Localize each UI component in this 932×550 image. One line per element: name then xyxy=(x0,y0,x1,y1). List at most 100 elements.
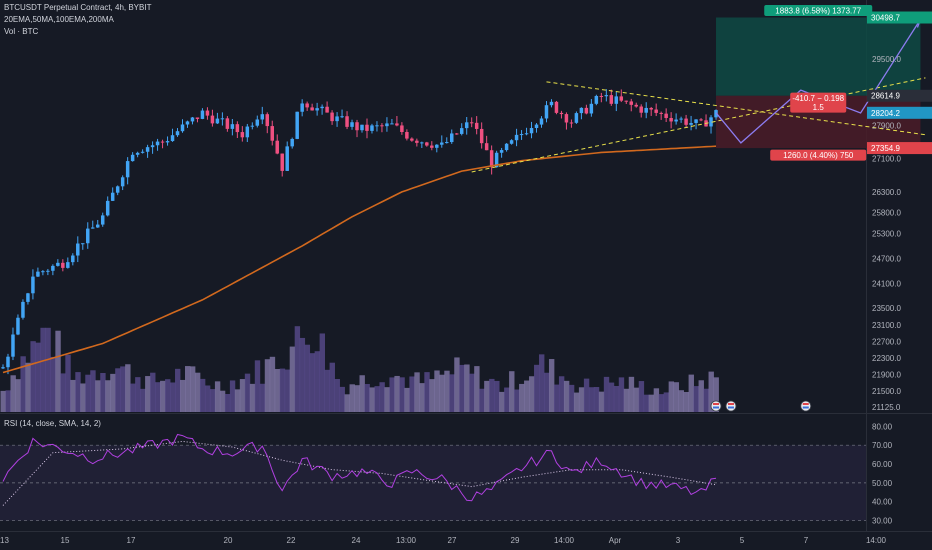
volume-bar xyxy=(209,389,216,412)
candle-body xyxy=(464,122,469,129)
candle xyxy=(639,104,643,118)
candle-body xyxy=(514,134,519,141)
candle xyxy=(539,116,544,128)
volume-bar xyxy=(683,391,689,412)
volume-bar xyxy=(10,375,16,412)
candle xyxy=(624,100,629,104)
volume-bar xyxy=(234,389,241,412)
volume-bar xyxy=(568,384,575,412)
candle xyxy=(310,103,314,111)
candle xyxy=(51,264,55,276)
candle-body xyxy=(689,122,693,125)
candle-body xyxy=(170,135,175,142)
volume-bar xyxy=(110,373,116,412)
time-tick-label: 27 xyxy=(448,536,457,545)
price-tick-label: 22300.0 xyxy=(872,354,901,363)
volume-bar xyxy=(524,380,530,412)
volume-bar xyxy=(578,387,585,412)
candle xyxy=(200,108,205,120)
candle xyxy=(619,89,624,103)
candle-body xyxy=(66,262,70,268)
candle-body xyxy=(86,228,90,244)
candle-body xyxy=(405,132,409,139)
candle-body xyxy=(459,128,464,134)
candle xyxy=(195,117,200,123)
candles[interactable] xyxy=(1,89,718,375)
volume-bar xyxy=(434,370,440,412)
candle xyxy=(664,108,668,122)
candle xyxy=(509,139,514,145)
volume-bar xyxy=(543,372,550,412)
volume-bar xyxy=(484,380,490,412)
volume-bar xyxy=(404,387,410,412)
candle-body xyxy=(649,107,653,110)
volume-bar xyxy=(444,370,450,412)
candle xyxy=(245,123,250,143)
candle-body xyxy=(21,301,25,318)
candle xyxy=(445,137,449,144)
candle xyxy=(16,314,20,336)
volume-bar xyxy=(180,379,186,412)
candle-body xyxy=(6,356,10,368)
projection-path xyxy=(715,19,921,144)
candle xyxy=(270,120,274,146)
candle-body xyxy=(160,141,165,143)
volume-bar xyxy=(314,351,321,412)
candle xyxy=(395,116,399,127)
candle-body xyxy=(694,119,698,123)
volume-bar xyxy=(5,390,11,412)
volume-bar xyxy=(15,379,21,412)
candle xyxy=(340,109,344,119)
candle xyxy=(240,126,245,142)
indicator-legend[interactable]: 20EMA,50MA,100EMA,200MA xyxy=(4,15,114,24)
candle xyxy=(425,141,429,147)
candle-body xyxy=(305,103,309,108)
volume-bar xyxy=(224,393,231,412)
volume-bar xyxy=(464,364,470,412)
volume-bar xyxy=(489,378,495,412)
rsi-legend[interactable]: RSI (14, close, SMA, 14, 2) xyxy=(4,419,101,428)
candle-body xyxy=(230,124,235,129)
candle xyxy=(370,123,374,134)
volume-bar xyxy=(35,342,41,412)
volume-bar xyxy=(374,386,380,412)
volume-bar xyxy=(254,360,261,412)
price-tick-label: 29500.0 xyxy=(872,55,901,64)
candle xyxy=(91,220,95,229)
candle-body xyxy=(659,112,663,114)
candle-body xyxy=(445,142,449,144)
volume-bar xyxy=(145,376,151,412)
candle xyxy=(654,103,658,117)
volume-bar xyxy=(499,391,505,412)
candle-body xyxy=(205,110,210,116)
candle-body xyxy=(175,131,180,136)
candle-body xyxy=(340,116,344,118)
candle xyxy=(185,120,190,128)
time-axis[interactable]: 13 15 17 20 22 24 13:00 27 29 14:00 Apr 3 5 7 14:00 xyxy=(0,536,887,545)
time-tick-label: 22 xyxy=(287,536,296,545)
volume-bar xyxy=(469,373,475,412)
candle-body xyxy=(220,118,225,120)
candle-body xyxy=(245,126,250,138)
candle-body xyxy=(155,141,160,146)
volume-bar xyxy=(474,366,480,412)
volume-bar xyxy=(698,380,704,412)
candle xyxy=(679,116,683,123)
rsi-tick-label: 80.00 xyxy=(872,422,893,431)
volume-legend[interactable]: Vol · BTC xyxy=(4,27,39,36)
candle xyxy=(534,123,539,133)
entry-price-tag: 28614.9 xyxy=(871,92,900,101)
price-axis[interactable]: 29500.0 27900.0 27100.0 26300.0 25800.0 25300… xyxy=(872,55,901,526)
volume-bar xyxy=(100,372,106,412)
time-tick-label: 24 xyxy=(352,536,361,545)
candle xyxy=(674,113,678,125)
candle-body xyxy=(604,95,609,97)
candle xyxy=(130,152,135,162)
candle xyxy=(145,144,150,158)
candle-body xyxy=(644,107,648,113)
volume-bar xyxy=(514,389,520,412)
volume-bar xyxy=(50,356,56,412)
volume-bar xyxy=(583,378,590,412)
